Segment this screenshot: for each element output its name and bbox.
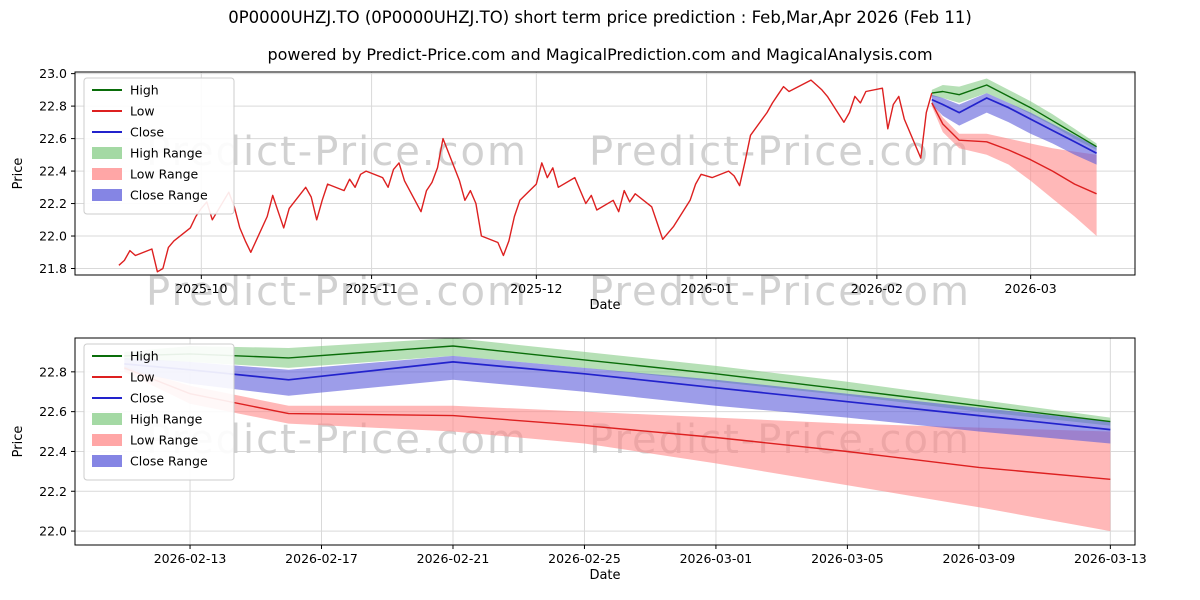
legend-swatch-low-range [92, 168, 122, 180]
legend-label: High Range [130, 412, 203, 427]
top-chart-legend: High Low Close High Range Low Range Close Ran… [83, 77, 235, 215]
y-axis-label: Price [11, 158, 26, 190]
plot-border [74, 337, 1136, 546]
legend-label: Low Range [130, 167, 199, 182]
y-tick-label: 22.4 [39, 164, 67, 179]
y-tick-label: 23.0 [39, 66, 67, 81]
bottom-chart-axes: 2026-02-13 2026-02-17 2026-02-21 2026-02-25… [11, 337, 1147, 583]
y-tick-label: 22.4 [39, 444, 67, 459]
y-tick-label: 22.2 [39, 484, 67, 499]
legend-label: Close [130, 125, 164, 140]
x-tick-label: 2025-10 [175, 281, 227, 296]
y-tick-label: 22.2 [39, 196, 67, 211]
x-tick-label: 2026-02-21 [417, 551, 490, 566]
x-tick-label: 2026-03-09 [943, 551, 1016, 566]
y-tick-label: 21.8 [39, 261, 67, 276]
legend-swatch-low-range [92, 434, 122, 446]
bottom-chart-legend: High Low Close High Range Low Range Close Ran… [83, 343, 235, 481]
close-forecast-line [931, 97, 1097, 154]
x-tick-label: 2026-03-05 [811, 551, 884, 566]
legend-swatch-close-range [92, 189, 122, 201]
legend-swatch-close-range [92, 455, 122, 467]
legend-label: Close Range [130, 454, 208, 469]
legend-label: Close [130, 391, 164, 406]
legend-label: Low [130, 370, 155, 385]
x-tick-label: 2025-11 [345, 281, 397, 296]
top-chart-series [118, 78, 1097, 273]
x-tick-label: 2026-03-13 [1074, 551, 1147, 566]
y-tick-label: 22.6 [39, 131, 67, 146]
x-tick-label: 2025-12 [510, 281, 562, 296]
y-axis-label: Price [11, 426, 26, 458]
low-range-band [931, 101, 1097, 236]
chart-title: 0P0000UHZJ.TO (0P0000UHZJ.TO) short term… [228, 8, 972, 27]
watermark-text: Predict-Price.com [146, 269, 528, 315]
watermark-text: Predict-Price.com [589, 129, 971, 175]
watermark-text: Predict-Price.com [589, 269, 971, 315]
legend-label: Low Range [130, 433, 199, 448]
legend-label: High Range [130, 146, 203, 161]
high-range-band [124, 338, 1111, 426]
y-tick-label: 22.0 [39, 524, 67, 539]
legend-label: High [130, 349, 159, 364]
legend-swatch-high-range [92, 413, 122, 425]
high-forecast-line [931, 84, 1097, 148]
x-tick-label: 2026-02-13 [154, 551, 227, 566]
x-tick-label: 2026-03-01 [680, 551, 753, 566]
low-forecast-line [931, 102, 1097, 195]
x-axis-label: Date [589, 568, 620, 583]
close-range-band [931, 93, 1097, 165]
close-range-band [124, 355, 1111, 444]
y-tick-label: 22.8 [39, 364, 67, 379]
legend-label: Low [130, 104, 155, 119]
x-tick-label: 2026-02 [851, 281, 903, 296]
x-tick-label: 2026-03 [1005, 281, 1057, 296]
y-tick-label: 22.6 [39, 404, 67, 419]
x-axis-label: Date [589, 298, 620, 313]
legend-label: Close Range [130, 188, 208, 203]
plot-border [74, 71, 1136, 276]
low-range-band [124, 365, 1111, 532]
chart-subtitle: powered by Predict-Price.com and Magical… [267, 45, 933, 64]
y-tick-label: 22.0 [39, 229, 67, 244]
top-chart-grid [75, 72, 1135, 275]
x-tick-label: 2026-02-25 [548, 551, 621, 566]
top-chart-axes: 2025-10 2025-11 2025-12 2026-01 2026-02 2026-… [11, 66, 1136, 313]
legend-label: High [130, 83, 159, 98]
legend-swatch-high-range [92, 147, 122, 159]
x-tick-label: 2026-02-17 [285, 551, 358, 566]
y-tick-label: 22.8 [39, 99, 67, 114]
high-range-band [931, 78, 1097, 150]
x-tick-label: 2026-01 [680, 281, 732, 296]
historical-price-line [118, 79, 933, 273]
